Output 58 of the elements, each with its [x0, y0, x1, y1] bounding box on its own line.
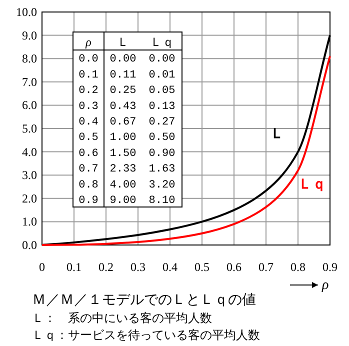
y-tick-label: 0.2: [78, 85, 98, 98]
text: 0.00: [148, 54, 176, 66]
x-tick-label: 0.7: [258, 260, 274, 274]
y-tick-label: 4.0: [22, 144, 37, 159]
x-tick-label: 0.9: [322, 260, 338, 274]
text: Ｍ／Ｍ／１モデルでのＬとＬｑの値: [32, 292, 256, 308]
text: 9.00: [110, 195, 136, 207]
x-tick-label: 0.5: [194, 260, 210, 274]
text: 0.11: [110, 69, 136, 82]
text: 0.43: [110, 100, 136, 113]
y-tick-label: 0.4: [78, 116, 99, 128]
text: Ｌｑ：サービスを待っている客の平均人数: [32, 328, 260, 342]
y-tick-label: 0.7: [78, 164, 98, 176]
text: 1.50: [110, 148, 136, 160]
x-tick-label: 0.3: [130, 260, 146, 274]
text: 0.01: [148, 69, 176, 82]
series-label: Ｌｑ: [298, 177, 326, 192]
y-tick-label: 8.0: [22, 52, 37, 66]
text: Ｌ： 系の中にいる客の平均人数: [32, 311, 212, 325]
y-tick-label: 1.0: [22, 214, 37, 229]
text: 0.50: [148, 132, 176, 144]
y-axis-title: ρ: [84, 35, 92, 49]
text: 8.10: [148, 195, 176, 207]
x-tick-label: 0.8: [290, 260, 306, 274]
text: 0.00: [110, 54, 136, 66]
y-tick-label: 9.0: [22, 28, 37, 42]
x-tick-label: 0.2: [98, 260, 114, 274]
series-label: Ｌ: [270, 126, 284, 142]
text: 0.13: [148, 100, 176, 113]
y-tick-label: 6.0: [22, 98, 37, 112]
y-tick-label: 0.0: [22, 238, 37, 252]
text: 0.25: [110, 85, 136, 98]
y-tick-label: 0.0: [78, 54, 98, 66]
text: 0.67: [110, 116, 136, 128]
y-tick-label: 0.5: [78, 132, 98, 144]
y-tick-label: 0.6: [78, 148, 98, 160]
x-tick-label: 0.1: [66, 260, 82, 274]
text: 3.20: [148, 179, 176, 192]
text: 0.27: [148, 116, 176, 128]
text: 1.00: [110, 132, 136, 144]
x-tick-label: 0: [39, 260, 45, 274]
y-tick-label: 5.0: [22, 122, 37, 136]
text: 2.33: [110, 164, 136, 176]
y-tick-label: 0.1: [78, 69, 99, 82]
x-tick-label: 0.6: [226, 260, 242, 274]
y-tick-label: 3.0: [22, 168, 37, 182]
y-tick-label: 0.3: [78, 100, 98, 113]
x-axis-title: ρ: [321, 278, 329, 293]
y-tick-label: 0.9: [78, 195, 98, 207]
y-tick-label: 10.0: [16, 5, 37, 19]
y-tick-label: 7.0: [22, 74, 37, 89]
y-tick-label: 2.0: [22, 191, 37, 206]
text: 0.90: [148, 148, 176, 160]
y-tick-label: 0.8: [78, 179, 98, 192]
text: 1.63: [148, 164, 176, 176]
text: 0.05: [148, 85, 176, 98]
text: 4.00: [110, 179, 136, 192]
x-tick-label: 0.4: [162, 260, 178, 274]
